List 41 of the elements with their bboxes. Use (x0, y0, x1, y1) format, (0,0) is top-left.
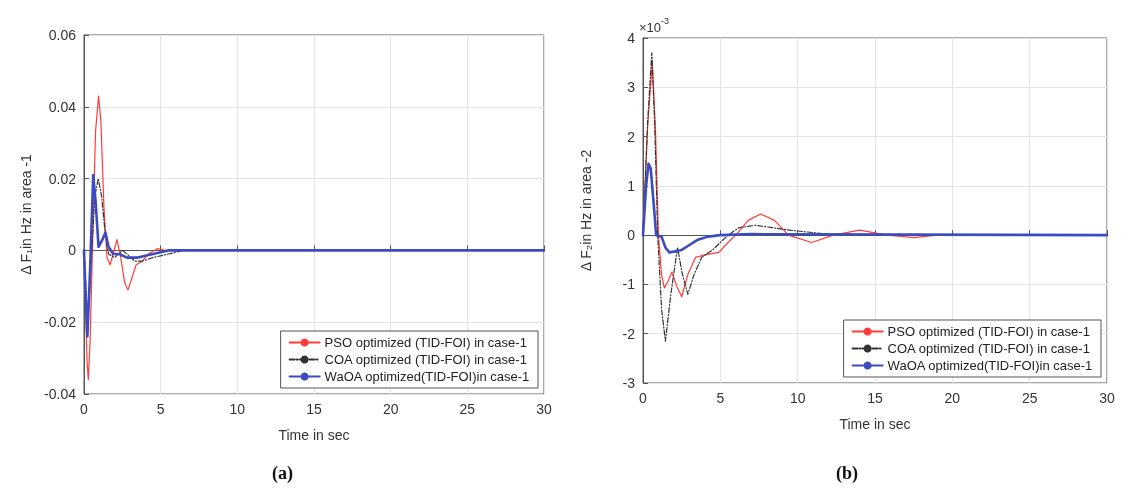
y-tick-label: -1 (622, 276, 636, 293)
y-tick-label: 2 (627, 128, 636, 145)
text: (b) (836, 463, 858, 484)
y-tick-label: 0.02 (48, 170, 77, 187)
x-tick-label: 5 (156, 401, 165, 417)
x-tick-label: 25 (1021, 390, 1038, 406)
x-axis-title: Time in sec (278, 427, 350, 443)
x-tick-label: 0 (80, 401, 89, 417)
x-tick-label: 30 (536, 401, 552, 417)
y-tick-label: 3 (627, 79, 636, 96)
legend-label: COA optimized (TID-FOI) in case-1 (887, 341, 1090, 356)
x-axis-title: Time in sec (839, 416, 911, 432)
x-tick-label: 20 (382, 401, 399, 417)
x-tick-label: 0 (639, 390, 648, 406)
legend-label: PSO optimized (TID-FOI) in case-1 (887, 324, 1090, 339)
x-tick-label: 5 (716, 390, 725, 406)
legend-label: PSO optimized (TID-FOI) in case-1 (324, 335, 527, 350)
y-tick-label: -0.02 (44, 314, 77, 331)
x-tick-label: 10 (229, 401, 246, 417)
y-tick-label: 0.04 (48, 98, 77, 115)
y-tick-label: -3 (622, 375, 636, 391)
x-tick-label: 10 (789, 390, 806, 406)
legend-label: WaOA optimized(TID-FOI)in case-1 (887, 358, 1093, 373)
x-tick-label: 30 (1099, 390, 1115, 406)
y-tick-label: -0.04 (44, 386, 77, 402)
y-tick-label: -2 (622, 325, 636, 342)
y-tick-label: 4 (627, 30, 636, 46)
x-tick-label: 25 (459, 401, 476, 417)
legend-label: COA optimized (TID-FOI) in case-1 (324, 352, 527, 367)
y-tick-label: 0.06 (48, 27, 77, 43)
line-series (641, 162, 1109, 254)
y-tick-label: 1 (627, 177, 636, 194)
x-tick-label: 15 (867, 390, 883, 406)
y-tick-label: 0 (627, 227, 636, 244)
y-axis-title: Δ F₂in Hz in area -2 (578, 149, 594, 272)
y-axis-title: Δ F₁in Hz in area -1 (18, 153, 35, 275)
y-tick-label: 0 (68, 242, 77, 259)
x-tick-label: 15 (306, 401, 322, 417)
text: (a) (272, 463, 293, 484)
x-tick-label: 20 (944, 390, 961, 406)
legend-label: WaOA optimized(TID-FOI)in case-1 (324, 369, 530, 384)
